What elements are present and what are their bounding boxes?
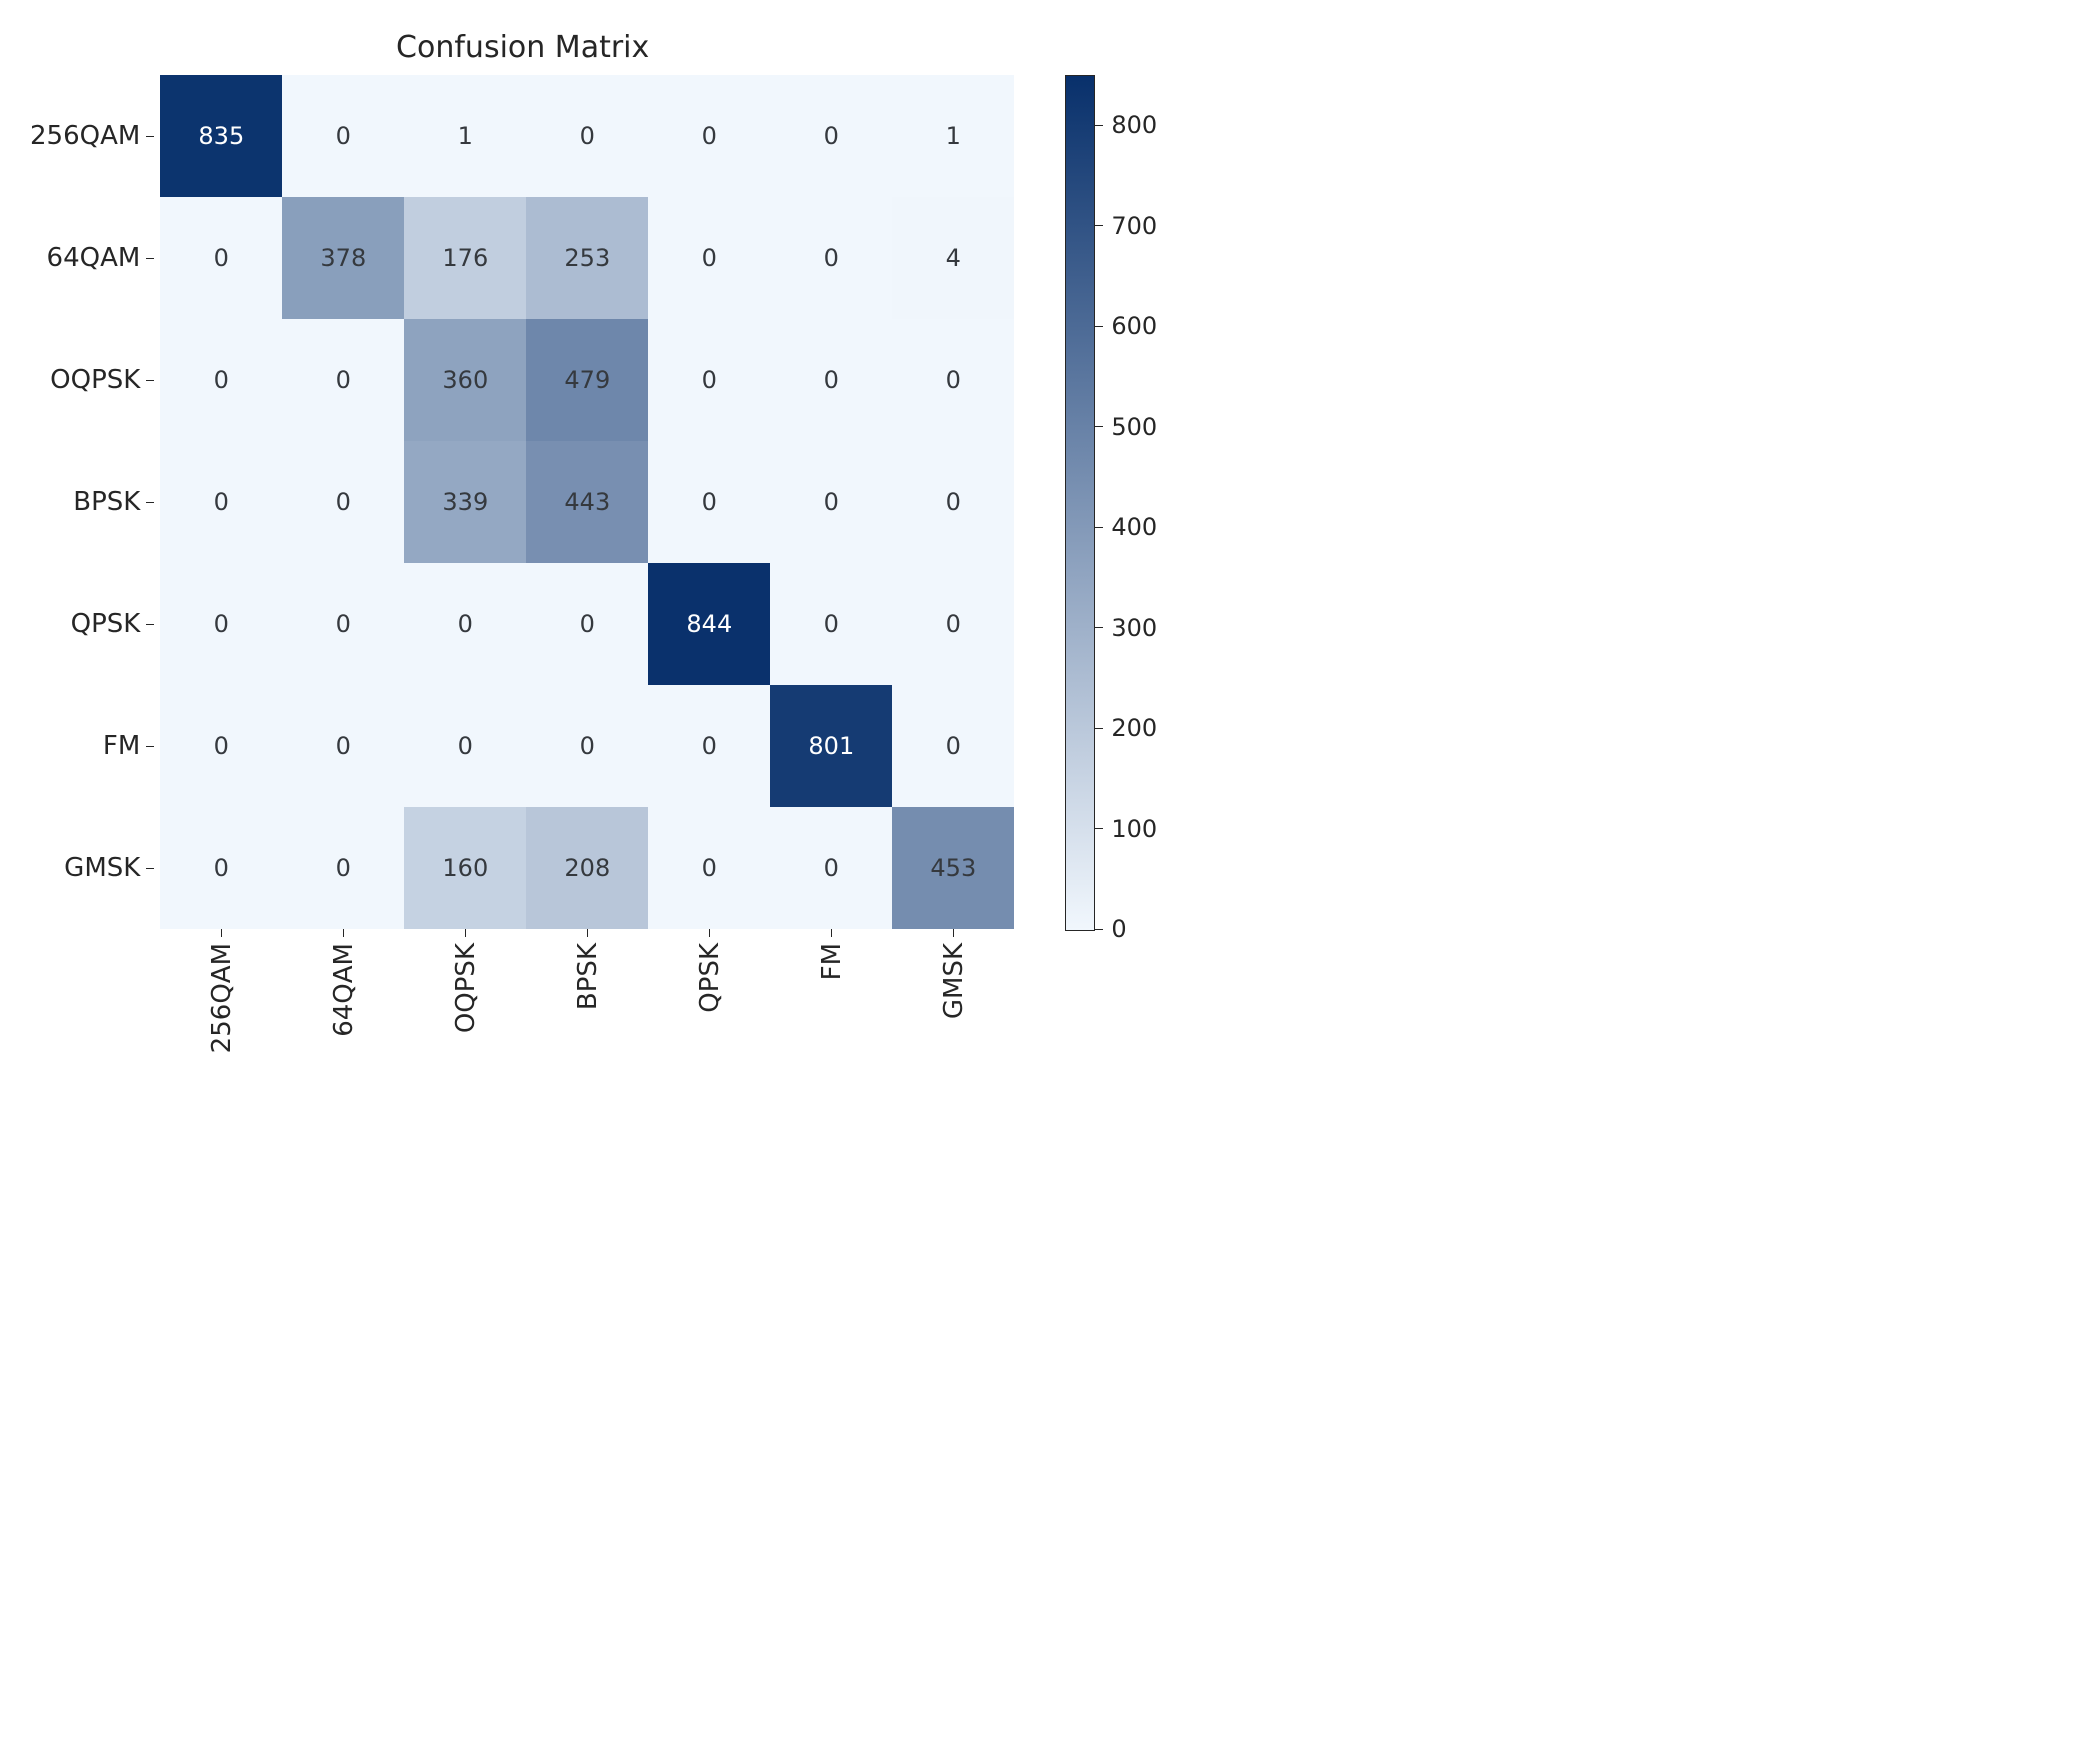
heatmap-cell: 0 bbox=[648, 685, 770, 807]
chart: Confusion Matrix 256QAM64QAMOQPSKBPSKQPS… bbox=[30, 30, 1015, 1053]
heatmap-area: 256QAM64QAMOQPSKBPSKQPSKFMGMSK 835010001… bbox=[30, 75, 1015, 929]
heatmap-cell: 0 bbox=[282, 563, 404, 685]
y-tick-label: BPSK bbox=[30, 441, 160, 563]
heatmap-cell: 4 bbox=[892, 197, 1014, 319]
heatmap-cell: 0 bbox=[526, 75, 648, 197]
heatmap-cell: 0 bbox=[770, 197, 892, 319]
x-tick-label: OQPSK bbox=[405, 929, 527, 1053]
colorbar-tick: 500 bbox=[1095, 413, 1157, 441]
y-tick-label: 64QAM bbox=[30, 197, 160, 319]
colorbar-tick: 400 bbox=[1095, 513, 1157, 541]
heatmap-cell: 360 bbox=[404, 319, 526, 441]
x-tick-label: FM bbox=[771, 929, 893, 1053]
heatmap-cell: 835 bbox=[160, 75, 282, 197]
x-tick-label: GMSK bbox=[893, 929, 1015, 1053]
heatmap-cell: 339 bbox=[404, 441, 526, 563]
heatmap-cell: 176 bbox=[404, 197, 526, 319]
heatmap-cell: 801 bbox=[770, 685, 892, 807]
chart-title: Confusion Matrix bbox=[396, 30, 649, 65]
y-tick-label: FM bbox=[30, 685, 160, 807]
heatmap-cell: 0 bbox=[892, 563, 1014, 685]
heatmap-cell: 0 bbox=[160, 563, 282, 685]
x-tick-label: 256QAM bbox=[161, 929, 283, 1053]
colorbar-tick: 200 bbox=[1095, 714, 1157, 742]
heatmap-cell: 0 bbox=[770, 75, 892, 197]
heatmap-cell: 0 bbox=[160, 685, 282, 807]
heatmap-cell: 479 bbox=[526, 319, 648, 441]
heatmap-cell: 0 bbox=[160, 197, 282, 319]
heatmap-cell: 0 bbox=[648, 75, 770, 197]
heatmap-cell: 0 bbox=[648, 441, 770, 563]
heatmap-cell: 0 bbox=[526, 563, 648, 685]
x-tick-label: QPSK bbox=[649, 929, 771, 1053]
heatmap-cell: 0 bbox=[892, 319, 1014, 441]
heatmap-cell: 1 bbox=[404, 75, 526, 197]
x-axis-labels: 256QAM64QAMOQPSKBPSKQPSKFMGMSK bbox=[161, 929, 1015, 1053]
y-tick-label: GMSK bbox=[30, 807, 160, 929]
heatmap-cell: 0 bbox=[648, 197, 770, 319]
x-tick-label: BPSK bbox=[527, 929, 649, 1053]
heatmap-cell: 0 bbox=[160, 319, 282, 441]
heatmap-cell: 1 bbox=[892, 75, 1014, 197]
heatmap-grid: 8350100010378176253004003604790000033944… bbox=[160, 75, 1015, 929]
colorbar-ticks: 0100200300400500600700800 bbox=[1095, 75, 1175, 929]
heatmap-cell: 453 bbox=[892, 807, 1014, 929]
colorbar-gradient bbox=[1065, 75, 1095, 931]
y-tick-label: 256QAM bbox=[30, 75, 160, 197]
heatmap-cell: 0 bbox=[892, 685, 1014, 807]
heatmap-cell: 0 bbox=[282, 807, 404, 929]
heatmap-cell: 0 bbox=[160, 807, 282, 929]
heatmap-cell: 0 bbox=[282, 685, 404, 807]
heatmap-cell: 0 bbox=[160, 441, 282, 563]
colorbar-tick: 700 bbox=[1095, 212, 1157, 240]
heatmap-cell: 208 bbox=[526, 807, 648, 929]
heatmap-cell: 0 bbox=[770, 319, 892, 441]
figure: Confusion Matrix 256QAM64QAMOQPSKBPSKQPS… bbox=[30, 30, 2064, 1053]
heatmap-cell: 0 bbox=[770, 441, 892, 563]
colorbar-tick: 0 bbox=[1095, 915, 1126, 943]
heatmap-cell: 0 bbox=[404, 685, 526, 807]
heatmap-cell: 0 bbox=[282, 75, 404, 197]
colorbar-tick: 800 bbox=[1095, 111, 1157, 139]
heatmap-cell: 844 bbox=[648, 563, 770, 685]
heatmap-cell: 0 bbox=[770, 563, 892, 685]
x-tick-label: 64QAM bbox=[283, 929, 405, 1053]
colorbar: 0100200300400500600700800 bbox=[1065, 75, 1175, 931]
y-tick-label: QPSK bbox=[30, 563, 160, 685]
heatmap-cell: 0 bbox=[282, 319, 404, 441]
heatmap-cell: 0 bbox=[648, 319, 770, 441]
heatmap-cell: 160 bbox=[404, 807, 526, 929]
heatmap-cell: 443 bbox=[526, 441, 648, 563]
heatmap-cell: 0 bbox=[770, 807, 892, 929]
colorbar-tick: 300 bbox=[1095, 614, 1157, 642]
heatmap-cell: 0 bbox=[648, 807, 770, 929]
y-tick-label: OQPSK bbox=[30, 319, 160, 441]
heatmap-cell: 378 bbox=[282, 197, 404, 319]
y-axis-labels: 256QAM64QAMOQPSKBPSKQPSKFMGMSK bbox=[30, 75, 160, 929]
heatmap-cell: 0 bbox=[892, 441, 1014, 563]
colorbar-tick: 600 bbox=[1095, 312, 1157, 340]
heatmap-cell: 0 bbox=[526, 685, 648, 807]
heatmap-cell: 0 bbox=[282, 441, 404, 563]
heatmap-cell: 0 bbox=[404, 563, 526, 685]
colorbar-tick: 100 bbox=[1095, 815, 1157, 843]
heatmap-cell: 253 bbox=[526, 197, 648, 319]
